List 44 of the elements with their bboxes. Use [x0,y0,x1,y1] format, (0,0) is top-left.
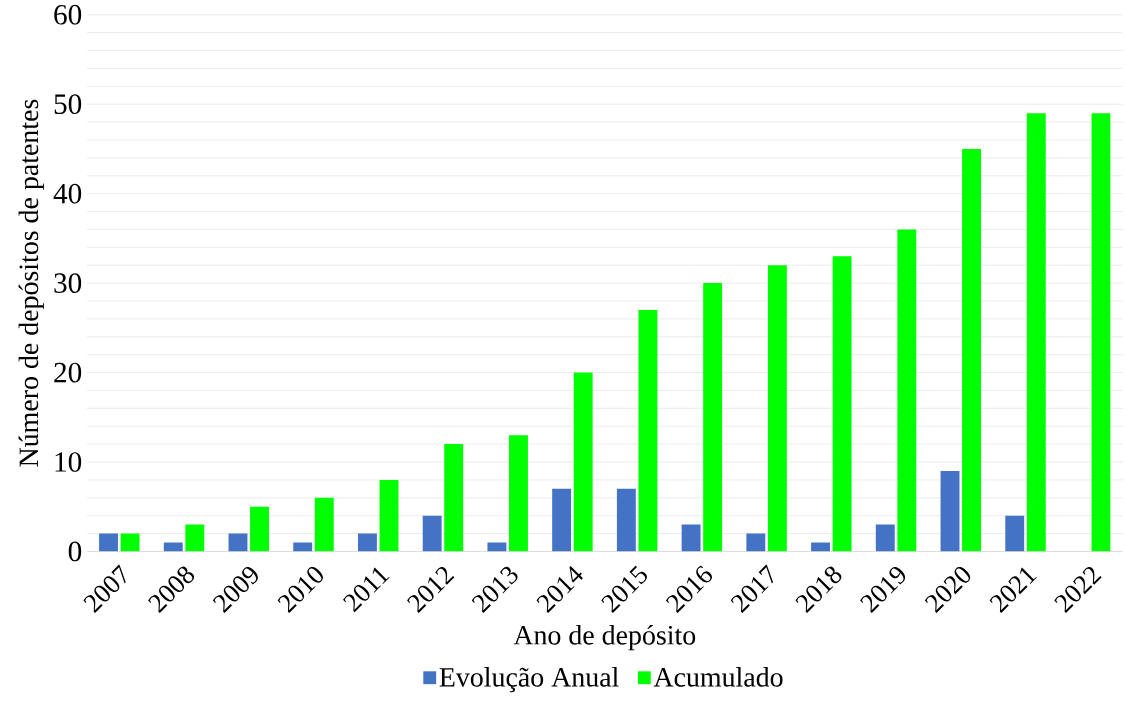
bar [487,542,507,552]
bar [228,533,248,552]
bar [638,309,658,552]
bar [897,229,917,552]
x-tick-label: 2011 [343,567,390,613]
bar [314,497,334,552]
bar [120,533,140,552]
y-tick-label: 10 [55,452,82,472]
bar [250,506,269,552]
bar [940,470,960,552]
y-tick-label: 60 [54,4,82,25]
bar [1005,515,1025,552]
bar [573,372,593,552]
x-axis-title: Ano de depósito [513,624,696,651]
bar [163,542,183,552]
bar [767,265,787,552]
bar [185,524,205,552]
bar [962,148,981,552]
y-tick-label: 50 [54,94,82,115]
bar [811,542,830,552]
y-tick-label: 30 [54,273,82,293]
bar [379,479,399,552]
bar [746,533,766,552]
bar [1026,113,1046,552]
y-tick-label: 0 [68,541,82,562]
bar [1091,113,1111,552]
bar [875,524,895,552]
bar [293,542,313,552]
bar [444,444,464,552]
bar [358,533,377,552]
legend-label: Acumulado [653,667,783,687]
bar [422,515,442,552]
bar [616,488,636,552]
y-tick-label: 20 [54,362,82,383]
bar [703,283,723,552]
bar [509,435,528,552]
bar [832,256,852,552]
legend-label: Evolução Anual [439,667,619,693]
bar [99,533,118,552]
bar [552,488,572,552]
y-axis-title: Número de depósitos de patentes [18,99,44,467]
y-tick-label: 40 [53,183,82,204]
bar [681,524,701,552]
x-tick-label: 2021 [989,567,1037,613]
